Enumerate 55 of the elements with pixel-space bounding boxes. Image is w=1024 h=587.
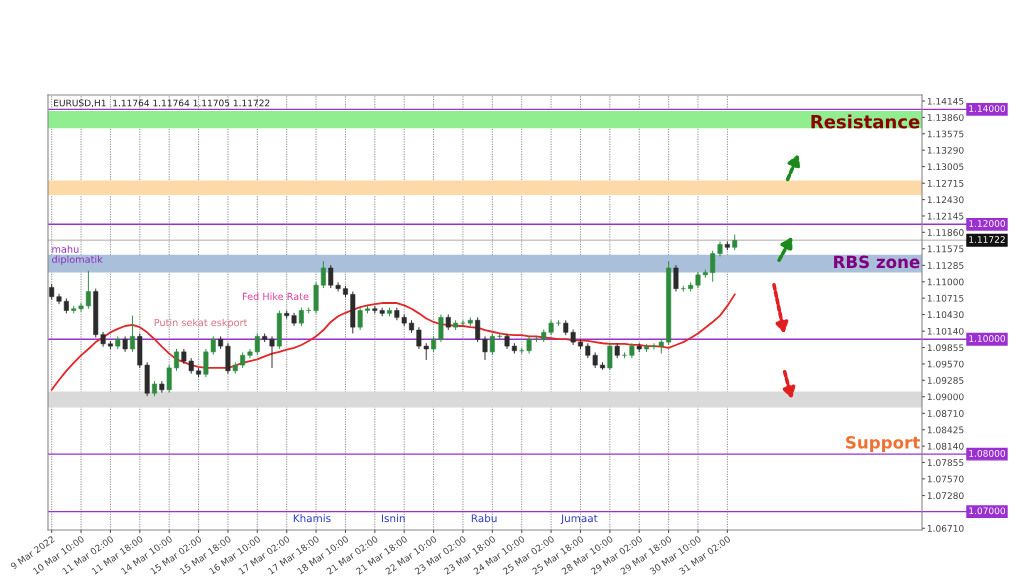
annotation: Rabu [471,514,497,523]
ref-line-label: 1.07000 [969,507,1006,515]
annotation: RBS zone [834,255,920,269]
annotation: Support [846,436,920,452]
y-tick-label: 1.12715 [927,179,964,187]
y-tick-label: 1.10140 [927,327,964,335]
candlestick [673,264,679,293]
candlestick [85,270,91,310]
ref-line-label: 1.12000 [969,220,1006,227]
y-tick-label: 1.09855 [927,344,964,352]
y-tick-label: 1.08425 [927,426,964,434]
annotation: Fed Hike Rate [242,292,309,301]
y-tick-label: 1.12430 [927,196,964,204]
y-tick-label: 1.12145 [927,212,964,220]
candlestick [607,342,613,371]
y-tick-label: 1.10715 [927,294,964,302]
ref-line-label: 1.11722 [969,236,1005,243]
y-tick-label: 1.13290 [927,146,964,154]
y-tick-label: 1.09000 [927,393,964,401]
annotation: Jumaat [560,514,598,525]
y-tick-label: 1.13860 [927,114,964,121]
y-tick-label: 1.14145 [927,97,964,105]
y-tick-label: 1.11575 [927,245,964,253]
annotation: Putin sekat eskport [154,318,248,329]
y-tick-label: 1.10430 [927,311,964,319]
y-tick-label: 1.13005 [927,163,964,171]
candlestick [166,364,172,394]
candlestick [298,307,304,327]
annotation: Khamis [293,514,331,523]
candlestick [174,348,180,372]
y-tick-label: 1.09570 [927,360,964,368]
y-tick-label: 1.11860 [927,229,964,236]
candlestick [320,260,326,289]
y-tick-label: 1.07855 [927,459,964,467]
y-tick-label: 1.06710 [927,525,964,532]
y-tick-label: 1.07570 [927,475,964,483]
candlestick [357,307,363,331]
ref-line-label: 1.08000 [969,449,1006,457]
candlestick [438,314,444,343]
y-tick-label: 1.13575 [927,130,964,138]
candlestick [129,315,135,353]
y-tick-label: 1.11285 [927,262,964,269]
annotation: Resistance [811,114,920,129]
y-tick-label: 1.07280 [927,492,964,500]
y-tick-label: 1.08710 [927,410,964,417]
candlestick [489,332,495,356]
ref-line-label: 1.10000 [969,335,1006,342]
y-tick-label: 1.09285 [927,377,964,384]
annotation: EURUSD,H1 1.11764 1.11764 1.11705 1.11722 [54,99,270,108]
y-tick-label: 1.11000 [927,278,964,286]
line-series [50,293,736,391]
annotation: mahu diplomatik [52,245,103,265]
annotation: Isnin [381,514,405,523]
ref-line-label: 1.14000 [969,105,1006,112]
y-tick-label: 1.08140 [927,442,964,450]
